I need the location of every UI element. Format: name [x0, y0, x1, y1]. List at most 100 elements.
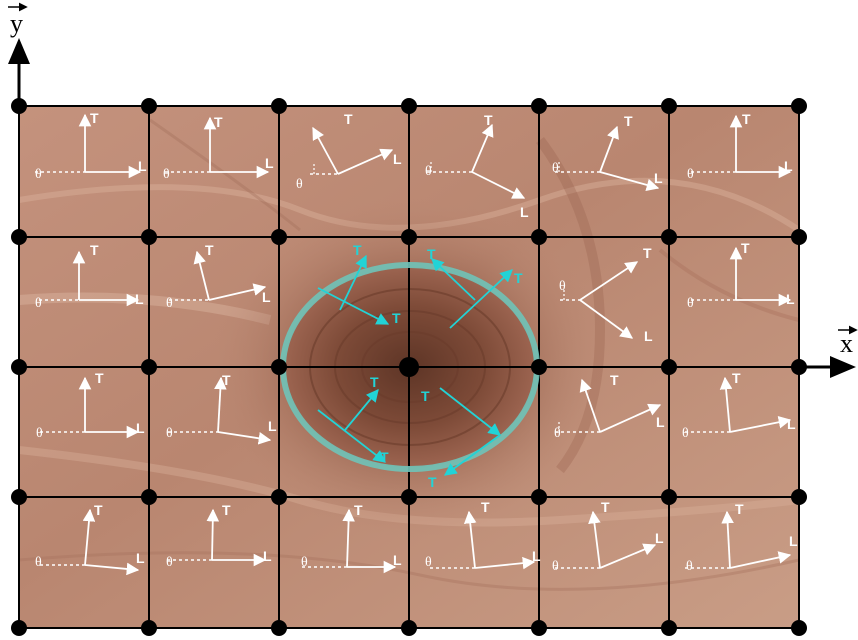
grid-node	[531, 98, 547, 114]
orientation-frame: L Tθ	[35, 242, 144, 311]
longitudinal-arrow	[208, 283, 267, 301]
y-axis-arrowhead	[8, 38, 30, 64]
grid-node	[141, 98, 157, 114]
orientation-frame: L Tθ	[166, 372, 277, 445]
longitudinal-label: L	[268, 418, 277, 434]
tangent-vector	[449, 269, 513, 329]
grid-node	[141, 489, 157, 505]
theta-label: θ	[35, 167, 42, 182]
tangent-vector	[443, 434, 501, 476]
longitudinal-label: L	[136, 550, 145, 566]
tangential-arrow	[342, 508, 355, 568]
tangential-label: T	[205, 242, 214, 258]
tangent-vector	[439, 387, 501, 436]
orientation-frame: L Tθ	[166, 242, 271, 311]
longitudinal-label: L	[787, 416, 796, 432]
grid-node	[271, 359, 287, 375]
longitudinal-label: L	[654, 170, 663, 186]
orientation-frame: L Tθ	[36, 370, 145, 441]
tangential-label: T	[90, 242, 99, 258]
tangential-label: T	[624, 113, 633, 129]
longitudinal-label: L	[393, 552, 402, 568]
tangential-arrow	[579, 261, 639, 301]
longitudinal-arrow	[579, 299, 634, 339]
tangential-label: T	[428, 474, 437, 490]
orientation-frame: L Tθ	[682, 370, 796, 441]
orientation-frame: L Tθ	[296, 111, 402, 192]
tangential-arrow	[719, 376, 733, 433]
tangential-label: T	[601, 499, 610, 515]
theta-label: θ	[166, 555, 173, 570]
tangential-label: T	[742, 111, 751, 127]
orientation-frame: L Tθ	[425, 112, 529, 220]
orientation-frame: L Tθ	[552, 499, 664, 574]
theta-label: θ	[301, 555, 308, 570]
tangent-vector	[317, 409, 386, 463]
theta-label: θ	[554, 426, 561, 441]
tangential-label: T	[732, 370, 741, 386]
tangential-label: T	[741, 240, 750, 256]
tangential-label: T	[514, 270, 523, 286]
tangential-label: T	[481, 499, 490, 515]
grid-node	[271, 489, 287, 505]
longitudinal-label: L	[789, 533, 798, 549]
tangential-label: T	[222, 502, 231, 518]
longitudinal-label: L	[136, 420, 145, 436]
knot-tangent-arrow: T	[421, 387, 501, 436]
tangent-vector	[317, 287, 390, 325]
grid-node	[401, 98, 417, 114]
theta-label: θ	[166, 426, 173, 441]
grid-node	[661, 620, 677, 636]
grid-node	[141, 359, 157, 375]
longitudinal-label: L	[265, 155, 274, 171]
tangential-arrow	[721, 510, 734, 569]
longitudinal-label: L	[262, 289, 271, 305]
theta-label: θ	[425, 164, 432, 179]
tangential-label: T	[353, 242, 362, 258]
grid-node	[791, 489, 807, 505]
tangential-label: T	[90, 110, 99, 126]
tangential-arrow	[206, 508, 220, 561]
longitudinal-label: L	[138, 158, 147, 174]
grid-node	[791, 98, 807, 114]
longitudinal-arrow	[217, 431, 272, 445]
orientation-frame: L Tθ	[552, 113, 663, 192]
theta-label: θ	[296, 177, 303, 192]
tangent-vector	[431, 258, 476, 301]
tangential-label: T	[392, 310, 401, 326]
grid-node	[661, 489, 677, 505]
grid-node	[531, 359, 547, 375]
tangent-vector	[344, 389, 379, 431]
knot-tangent-arrow: T	[339, 242, 367, 311]
theta-label: θ	[552, 161, 559, 176]
grid-node	[531, 229, 547, 245]
theta-label: θ	[163, 167, 170, 182]
grid-node	[11, 620, 27, 636]
grid-nodes	[11, 98, 807, 636]
theta-label: θ	[36, 426, 43, 441]
longitudinal-arrow	[599, 543, 657, 569]
orientation-frame: L Tθ	[687, 111, 793, 182]
tangent-vector	[339, 254, 367, 311]
longitudinal-arrow	[599, 171, 660, 192]
longitudinal-label: L	[656, 414, 665, 430]
x-axis-arrowhead	[830, 356, 856, 378]
longitudinal-arrow	[729, 551, 792, 569]
theta-label: θ	[166, 296, 173, 311]
longitudinal-arrow	[471, 171, 526, 199]
grid-node	[271, 620, 287, 636]
orientation-frame: L Tθ	[166, 502, 272, 570]
theta-label: θ	[559, 279, 566, 294]
orientation-frame: L Tθ	[425, 499, 541, 570]
grid-node	[661, 359, 677, 375]
tangential-label: T	[222, 372, 231, 388]
knot-tangent-arrow: T	[449, 269, 523, 329]
grid-node	[531, 620, 547, 636]
theta-label: θ	[35, 296, 42, 311]
tangential-arrow	[82, 508, 96, 566]
tangential-label: T	[735, 501, 744, 517]
orientation-frame: L Tθ	[685, 501, 798, 574]
longitudinal-label: L	[644, 328, 653, 344]
longitudinal-label: L	[263, 548, 272, 564]
orientation-frame: L Tθ	[687, 240, 795, 311]
